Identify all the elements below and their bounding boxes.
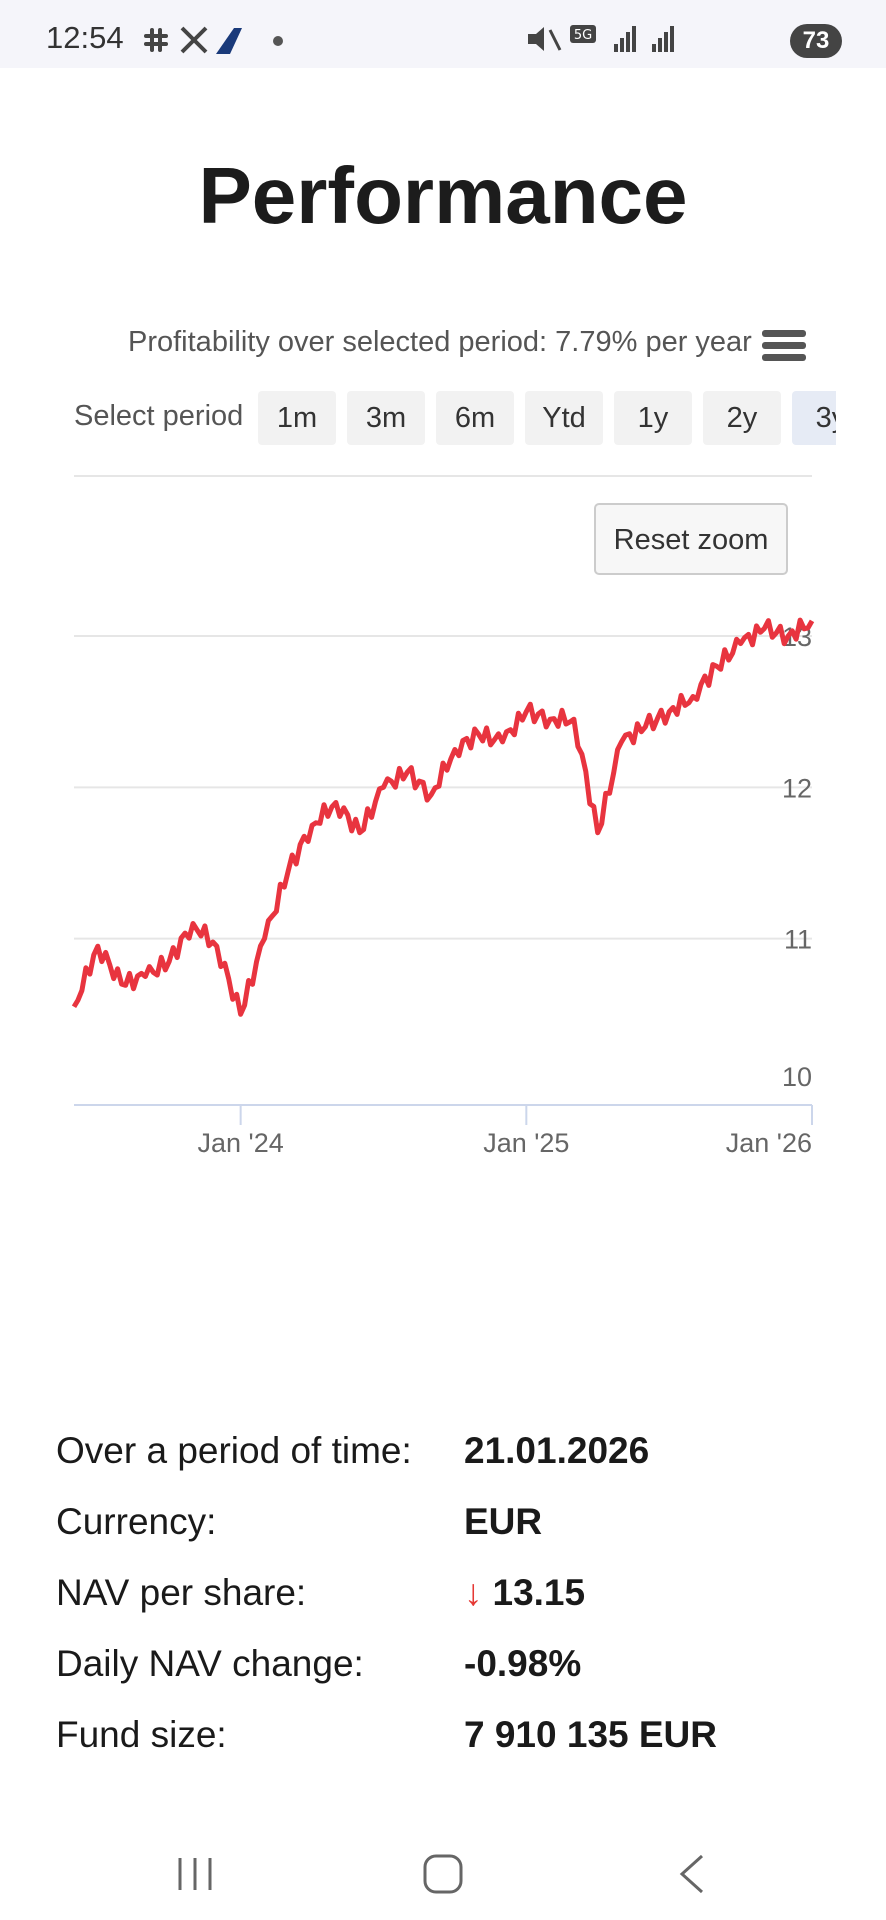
detail-label: Over a period of time: [56, 1430, 412, 1471]
back-icon[interactable] [679, 1854, 704, 1894]
status-time: 12:54 [46, 20, 124, 55]
x-tick-label: Jan '26 [726, 1128, 812, 1158]
detail-label: Fund size: [56, 1714, 227, 1755]
period-button-group: 1m3m6mYtd1y2y3y [258, 391, 836, 445]
nav-line [71, 617, 815, 1017]
detail-value: EUR [464, 1501, 543, 1542]
signal-icon [614, 26, 636, 52]
status-bar: 12:54 5G 73 [0, 0, 886, 68]
period-button-6m[interactable]: 6m [436, 391, 514, 445]
menu-bar [762, 354, 806, 361]
system-nav-bar [178, 1854, 704, 1894]
more-dot-icon [273, 36, 283, 46]
slack-icon [144, 28, 168, 52]
xing-icon [180, 26, 208, 54]
detail-row: Daily NAV change: -0.98% [56, 1643, 856, 1703]
profitability-text: Profitability over selected period: 7.79… [128, 326, 752, 358]
chart-gridlines [74, 635, 812, 940]
arrow-down-icon: ↓ [464, 1572, 483, 1613]
recents-icon[interactable] [178, 1858, 212, 1890]
detail-label: NAV per share: [56, 1572, 307, 1613]
period-button-1y[interactable]: 1y [614, 391, 692, 445]
detail-value: 13.15 [492, 1572, 586, 1613]
detail-value: -0.98% [464, 1643, 582, 1684]
airline-icon [216, 28, 242, 54]
svg-text:5G: 5G [574, 28, 592, 43]
menu-bar [762, 330, 806, 337]
x-axis-ticks: Jan '24 Jan '25 Jan '26 [198, 1105, 813, 1158]
battery-indicator: 73 [790, 24, 842, 58]
x-tick-label: Jan '25 [483, 1128, 569, 1158]
detail-row: Currency: EUR [56, 1501, 856, 1561]
5g-icon: 5G [570, 25, 596, 43]
signal-icon-2 [652, 26, 674, 52]
detail-row: Fund size: 7 910 135 EUR [56, 1714, 856, 1774]
period-button-ytd[interactable]: Ytd [525, 391, 603, 445]
detail-value-wrapper: ↓ 13.15 [464, 1572, 585, 1614]
home-icon[interactable] [423, 1854, 463, 1894]
detail-label: Currency: [56, 1501, 217, 1542]
detail-row: NAV per share: ↓ 13.15 [56, 1572, 856, 1632]
system-icons: 5G [528, 25, 674, 52]
period-button-3m[interactable]: 3m [347, 391, 425, 445]
y-tick-label: 10 [782, 1062, 812, 1092]
mute-icon [528, 27, 562, 51]
menu-bar [762, 342, 806, 349]
period-button-2y[interactable]: 2y [703, 391, 781, 445]
period-button-3y[interactable]: 3y [792, 391, 836, 445]
detail-row: Over a period of time: 21.01.2026 [56, 1430, 856, 1490]
detail-label: Daily NAV change: [56, 1643, 364, 1684]
page-title: Performance [198, 151, 688, 240]
period-button-1m[interactable]: 1m [258, 391, 336, 445]
reset-zoom-button[interactable]: Reset zoom [594, 503, 788, 575]
hamburger-icon[interactable] [762, 330, 806, 366]
detail-value: 21.01.2026 [464, 1430, 650, 1471]
detail-value: 7 910 135 EUR [464, 1714, 718, 1755]
select-period-label: Select period [74, 400, 244, 432]
y-tick-label: 11 [784, 925, 812, 955]
x-tick-label: Jan '24 [198, 1128, 284, 1158]
notification-icons [144, 26, 283, 54]
y-tick-label: 12 [782, 773, 812, 803]
